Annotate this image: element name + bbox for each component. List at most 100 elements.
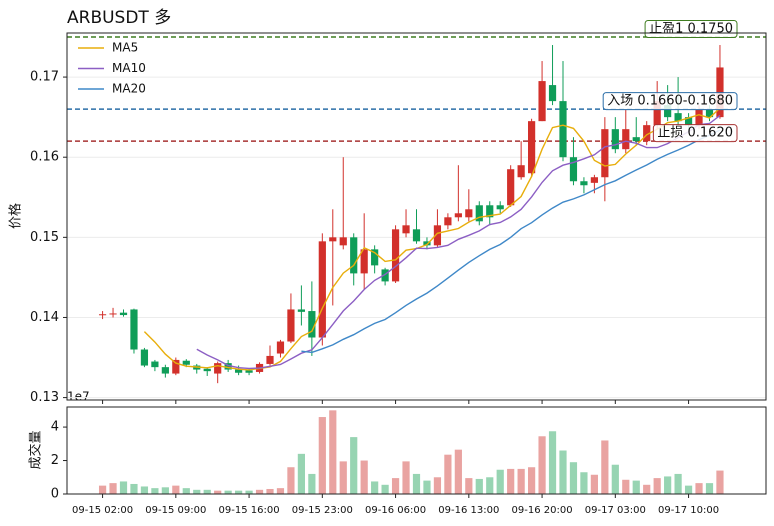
candle-body xyxy=(266,355,274,364)
candle-body xyxy=(632,137,640,142)
volume-bar xyxy=(339,461,347,494)
volume-bar xyxy=(151,488,159,494)
ma-line xyxy=(196,114,721,370)
volume-bar xyxy=(214,490,222,494)
candle-body xyxy=(130,309,138,350)
candle-body xyxy=(454,213,462,218)
candle-body xyxy=(140,349,149,366)
candle-body xyxy=(119,312,128,316)
y-tick-label: 0.17 xyxy=(30,70,59,85)
volume-bar xyxy=(454,449,462,494)
volume-bar xyxy=(350,437,358,494)
reference-label-text: 止损 0.1620 xyxy=(657,126,733,141)
reference-label: 止盈1 0.1750 xyxy=(644,20,738,39)
volume-bar xyxy=(193,489,201,494)
reference-label-text: 入场 0.1660-0.1680 xyxy=(607,94,733,109)
volume-bar xyxy=(569,462,578,494)
volume-bar xyxy=(360,460,368,494)
volume-bar xyxy=(475,478,483,494)
volume-bar xyxy=(507,468,515,494)
candle-body xyxy=(548,85,557,102)
volume-bar xyxy=(130,483,138,494)
volume-bar xyxy=(119,481,128,494)
volume-bar xyxy=(622,479,630,494)
candle-body xyxy=(643,125,651,142)
y-tick-label: 0.14 xyxy=(30,310,59,325)
volume-bar xyxy=(517,468,525,494)
reference-label: 止损 0.1620 xyxy=(652,124,738,143)
candle-body xyxy=(371,249,379,266)
legend-label: MA5 xyxy=(112,41,138,55)
plot-frame xyxy=(66,32,767,401)
volume-bar xyxy=(245,490,253,494)
volume-bar xyxy=(548,431,557,494)
y-axis-label: 价格 xyxy=(8,203,24,229)
volume-bar xyxy=(203,489,211,494)
x-tick-label: 09-16 13:00 xyxy=(438,505,499,516)
y-tick-label: 2 xyxy=(51,453,59,468)
volume-bar xyxy=(486,477,494,494)
candle-body xyxy=(381,269,389,282)
volume-bar xyxy=(684,485,693,494)
volume-bar xyxy=(559,450,567,494)
candle-body xyxy=(235,369,243,373)
candle-body xyxy=(674,113,682,122)
candle-body xyxy=(486,205,494,218)
volume-bar xyxy=(371,481,379,494)
candle-body xyxy=(423,241,431,246)
volume-bar xyxy=(528,467,536,494)
volume-bar xyxy=(653,478,661,494)
candle-body xyxy=(528,121,536,174)
volume-bar xyxy=(674,473,682,494)
volume-bar xyxy=(381,484,389,494)
y-tick-label: 0.16 xyxy=(30,150,59,165)
candle-body xyxy=(601,129,609,178)
volume-bar xyxy=(287,467,295,494)
candle-body xyxy=(360,249,368,274)
volume-bar xyxy=(465,478,473,494)
volume-bar xyxy=(433,477,442,494)
chart-title: ARBUSDT 多 xyxy=(67,8,171,28)
volume-bar xyxy=(423,480,431,494)
candle-body xyxy=(182,360,190,365)
volume-bar xyxy=(601,440,609,494)
ma-line xyxy=(143,107,721,371)
volume-bar xyxy=(705,483,714,494)
volume-bar xyxy=(643,484,651,494)
x-tick-label: 09-16 20:00 xyxy=(512,505,573,516)
candle-body xyxy=(517,165,525,178)
volume-bar xyxy=(308,473,316,494)
label-box xyxy=(652,124,738,143)
candle-body xyxy=(161,367,169,374)
candle-body xyxy=(705,109,714,118)
x-tick-label: 09-17 03:00 xyxy=(585,505,646,516)
volume-bar xyxy=(444,454,452,494)
candle-body xyxy=(507,169,515,206)
candle-body xyxy=(496,205,504,210)
candle-body xyxy=(475,205,483,222)
volume-bar xyxy=(109,483,117,494)
candle-body xyxy=(412,229,421,242)
volume-bar xyxy=(140,486,149,494)
volume-bar xyxy=(632,480,640,494)
x-tick-label: 09-17 10:00 xyxy=(658,505,719,516)
candle-body xyxy=(276,341,285,354)
candle-body xyxy=(684,117,693,126)
volume-axis-label: 成交量 xyxy=(28,430,44,469)
candle-body xyxy=(339,237,347,246)
y-tick-label: 4 xyxy=(51,420,59,435)
y-tick-label: 0.15 xyxy=(30,230,59,245)
volume-bar xyxy=(276,488,285,494)
candle-body xyxy=(590,177,598,183)
offset-label: 1e7 xyxy=(67,390,90,404)
candle-body xyxy=(172,359,180,374)
volume-bar xyxy=(255,489,264,494)
candle-body xyxy=(329,237,337,242)
volume-bar xyxy=(580,472,588,494)
legend-label: MA20 xyxy=(112,82,146,96)
candle-body xyxy=(653,101,661,126)
candle-body xyxy=(203,368,211,372)
candle-body xyxy=(402,225,410,234)
